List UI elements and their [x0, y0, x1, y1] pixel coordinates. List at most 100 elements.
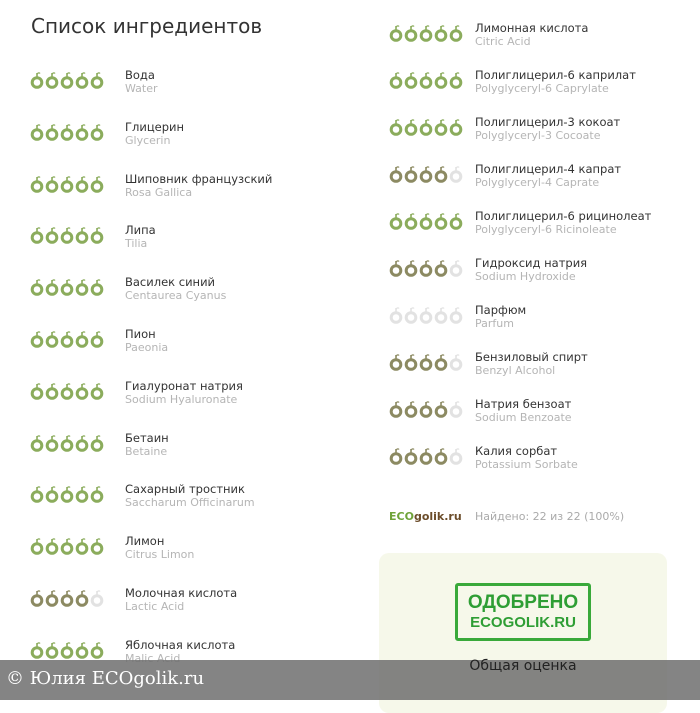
sprout-icon — [30, 383, 44, 400]
sprout-icon — [419, 448, 433, 465]
rating-icons — [30, 485, 104, 504]
sprout-icon — [419, 72, 433, 89]
ingredient-name: Сахарный тростник — [125, 482, 245, 497]
sprout-icon — [75, 486, 89, 504]
sprout-icon — [30, 124, 44, 141]
sprout-icon — [389, 119, 403, 136]
sprout-icon — [404, 401, 418, 418]
sprout-icon — [434, 213, 448, 230]
sprout-icon — [404, 119, 418, 136]
rating-icons — [389, 259, 463, 277]
sprout-icon — [434, 307, 448, 324]
ingredient-row[interactable]: Гидроксид натрия Sodium Hydroxide — [389, 256, 689, 296]
found-summary: ECOgolik.ru Найдено: 22 из 22 (100%) — [389, 510, 624, 523]
sprout-icon — [75, 279, 89, 296]
ingredient-row[interactable]: Яблочная кислота Malic Acid — [30, 638, 330, 678]
ingredient-row[interactable]: Бензиловый спирт Benzyl Alcohol — [389, 350, 689, 390]
ecogolik-logo: ECOgolik.ru — [389, 510, 462, 523]
rating-icons — [30, 71, 104, 89]
sprout-icon — [449, 119, 463, 136]
sprout-icon — [60, 434, 74, 452]
ingredient-latin-name: Citrus Limon — [125, 548, 195, 562]
ingredient-row[interactable]: Шиповник французский Rosa Gallica — [30, 172, 330, 212]
ingredient-latin-name: Glycerin — [125, 133, 171, 147]
ingredient-name: Яблочная кислота — [125, 637, 236, 652]
ingredient-name: Шиповник французский — [125, 171, 273, 186]
sprout-icon — [404, 213, 418, 230]
rating-icons — [30, 589, 104, 607]
sprout-icon — [404, 72, 418, 89]
sprout-icon — [45, 331, 59, 348]
ingredient-latin-name: Potassium Sorbate — [475, 458, 578, 471]
ingredient-row[interactable]: Пион Paeonia — [30, 327, 330, 367]
ingredient-row[interactable]: Полиглицерил-6 рицинолеат Polyglyceryl-6… — [389, 209, 689, 249]
ingredient-latin-name: Saccharum Officinarum — [125, 496, 255, 510]
ingredient-row[interactable]: Вода Water — [30, 68, 330, 108]
ingredient-name: Калия сорбат — [475, 444, 558, 458]
sprout-icon — [449, 166, 463, 183]
sprout-icon — [30, 642, 44, 659]
ingredient-latin-name: Water — [125, 82, 158, 95]
sprout-icon — [419, 260, 433, 277]
sprout-icon — [30, 279, 44, 296]
ingredient-row[interactable]: Липа Tilia — [30, 223, 330, 263]
ingredient-latin-name: Betaine — [125, 444, 168, 458]
ingredient-row[interactable]: Сахарный тростник Saccharum Officinarum — [30, 482, 330, 522]
watermark-footer: © Юлия ECOgolik.ru — [0, 660, 700, 700]
sprout-icon — [449, 307, 463, 324]
ingredient-latin-name: Sodium Benzoate — [475, 411, 572, 424]
sprout-icon — [419, 119, 433, 136]
ingredient-name: Липа — [125, 223, 156, 238]
ingredient-name: Гиалуронат натрия — [125, 378, 243, 393]
ingredient-row[interactable]: Василек синий Centaurea Cyanus — [30, 275, 330, 315]
ingredient-name: Полиглицерил-6 каприлат — [475, 68, 636, 82]
sprout-icon — [389, 25, 403, 42]
ingredient-name: Парфюм — [475, 303, 527, 317]
ingredient-row[interactable]: Бетаин Betaine — [30, 431, 330, 471]
sprout-icon — [90, 72, 104, 89]
ingredient-row[interactable]: Калия сорбат Potassium Sorbate — [389, 444, 689, 484]
overall-rating-label: Общая оценка — [469, 658, 577, 674]
ingredient-latin-name: Polyglyceryl-3 Cocoate — [475, 129, 601, 142]
sprout-icon — [60, 279, 74, 296]
ingredient-row[interactable]: Лимонная кислота Citric Acid — [389, 21, 689, 61]
ingredient-row[interactable]: Глицерин Glycerin — [30, 120, 330, 160]
rating-icons — [30, 278, 104, 296]
sprout-icon — [434, 72, 448, 89]
rating-icons — [389, 165, 463, 183]
rating-icons — [389, 212, 463, 230]
ingredient-row[interactable]: Натрия бензоат Sodium Benzoate — [389, 397, 689, 437]
sprout-icon — [75, 642, 89, 659]
sprout-icon — [404, 166, 418, 183]
sprout-icon — [30, 175, 44, 193]
rating-icons — [30, 330, 104, 348]
ingredient-row[interactable]: Парфюм Parfum — [389, 303, 689, 343]
sprout-icon — [60, 486, 74, 504]
sprout-icon — [419, 401, 433, 418]
rating-icons — [389, 24, 463, 42]
ingredient-row[interactable]: Полиглицерил-4 капрат Polyglyceryl-4 Cap… — [389, 162, 689, 202]
ingredient-row[interactable]: Полиглицерил-3 кокоат Polyglyceryl-3 Coc… — [389, 115, 689, 155]
sprout-icon — [90, 434, 104, 452]
sprout-icon — [75, 124, 89, 141]
ingredient-row[interactable]: Полиглицерил-6 каприлат Polyglyceryl-6 C… — [389, 68, 689, 108]
sprout-icon — [60, 538, 74, 555]
sprout-icon — [389, 72, 403, 89]
rating-icons — [389, 447, 463, 465]
sprout-icon — [434, 119, 448, 136]
ingredient-latin-name: Parfum — [475, 317, 514, 330]
ingredient-name: Гидроксид натрия — [475, 256, 588, 270]
ingredient-name: Полиглицерил-6 рицинолеат — [475, 209, 652, 223]
rating-icons — [30, 175, 104, 193]
ingredient-row[interactable]: Лимон Citrus Limon — [30, 534, 330, 574]
sprout-icon — [419, 213, 433, 230]
sprout-icon — [389, 260, 403, 277]
sprout-icon — [90, 331, 104, 348]
sprout-icon — [60, 175, 74, 193]
ingredient-row[interactable]: Гиалуронат натрия Sodium Hyaluronate — [30, 379, 330, 419]
sprout-icon — [404, 25, 418, 42]
sprout-icon — [389, 166, 403, 183]
ingredient-row[interactable]: Молочная кислота Lactic Acid — [30, 586, 330, 626]
sprout-icon — [45, 486, 59, 504]
ingredient-latin-name: Sodium Hyaluronate — [125, 392, 238, 406]
